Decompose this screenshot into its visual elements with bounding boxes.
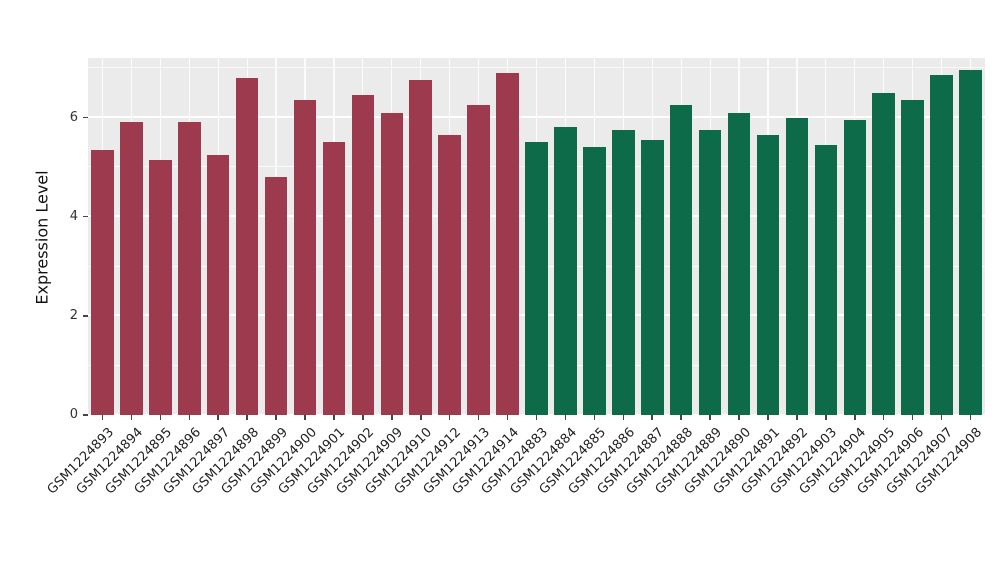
x-tick-mark	[246, 415, 248, 420]
x-tick-mark	[535, 415, 538, 420]
y-tick-mark	[83, 116, 88, 119]
bar	[930, 75, 953, 415]
bar	[438, 134, 461, 415]
bar	[351, 95, 375, 415]
x-tick-mark	[217, 415, 219, 420]
x-tick-mark	[593, 415, 596, 420]
x-tick-mark	[448, 415, 451, 420]
bar	[467, 105, 490, 415]
x-tick-mark	[130, 415, 133, 420]
y-tick-label: 6	[69, 109, 78, 125]
x-tick-mark	[940, 415, 943, 420]
bar	[554, 127, 577, 415]
bar	[727, 112, 751, 415]
x-tick-mark	[391, 415, 393, 420]
bar	[91, 149, 114, 415]
y-tick-mark	[83, 215, 88, 218]
x-tick-mark	[420, 415, 422, 420]
bar	[872, 92, 895, 415]
bar	[293, 100, 317, 415]
x-tick-mark	[825, 415, 827, 420]
x-tick-mark	[854, 415, 856, 420]
bar	[496, 72, 519, 415]
bar	[583, 147, 606, 415]
bar	[120, 122, 143, 415]
bar	[206, 154, 230, 415]
bar	[959, 70, 982, 415]
x-tick-mark	[969, 415, 972, 420]
bar	[669, 105, 693, 415]
x-tick-mark	[738, 415, 740, 420]
y-tick-label: 2	[69, 307, 78, 323]
x-tick-mark	[159, 415, 162, 420]
bar	[322, 142, 346, 415]
bar	[177, 122, 201, 415]
x-tick-mark	[477, 415, 480, 420]
bar	[264, 177, 288, 415]
x-tick-mark	[796, 415, 798, 420]
y-axis-title: Expression Level	[32, 170, 52, 305]
y-tick-mark	[83, 315, 88, 317]
bar	[380, 112, 404, 415]
x-tick-mark	[506, 415, 509, 420]
bar	[149, 159, 172, 415]
bar	[525, 142, 548, 415]
x-tick-mark	[564, 415, 567, 420]
x-tick-mark	[651, 415, 653, 420]
x-tick-mark	[680, 415, 682, 420]
chart-panel	[88, 58, 985, 415]
x-tick-mark	[622, 415, 625, 420]
bar	[698, 129, 722, 415]
y-tick-label: 4	[69, 208, 78, 224]
x-tick-mark	[709, 415, 711, 420]
x-tick-mark	[188, 415, 191, 420]
x-tick-mark	[767, 415, 769, 420]
y-tick-label: 0	[69, 407, 78, 422]
x-tick-mark	[362, 415, 364, 420]
bar	[843, 119, 867, 415]
bar	[612, 129, 635, 415]
bar	[814, 144, 838, 415]
bar	[235, 77, 259, 415]
bar	[901, 100, 924, 415]
x-tick-mark	[333, 415, 335, 420]
bar	[640, 139, 664, 415]
y-tick-mark	[83, 414, 88, 416]
x-tick-mark	[275, 415, 277, 420]
x-tick-mark	[101, 415, 104, 420]
x-tick-mark	[304, 415, 306, 420]
x-tick-mark	[911, 415, 914, 420]
bar	[785, 117, 809, 415]
bar	[756, 134, 780, 415]
bar	[409, 80, 433, 415]
x-tick-mark	[882, 415, 885, 420]
